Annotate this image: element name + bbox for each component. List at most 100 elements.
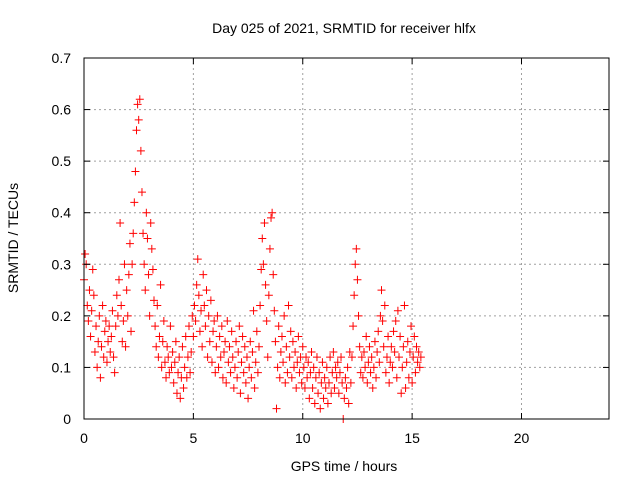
data-point [345,347,354,356]
data-point [165,368,174,377]
data-point [85,286,94,295]
data-point [269,270,278,279]
data-point [368,384,377,393]
data-point [353,275,362,284]
data-point [111,322,120,331]
data-point [95,311,104,320]
data-point [132,126,141,135]
data-point [325,378,333,387]
data-point [195,327,204,336]
data-point [273,363,282,372]
y-tick-label: 0.4 [52,205,72,221]
data-point [194,291,203,300]
data-point [367,353,376,362]
data-point [270,306,279,315]
x-tick-label: 0 [80,430,88,446]
data-point [216,353,225,362]
data-point [222,378,231,387]
data-point [349,322,358,331]
data-point [294,332,303,341]
data-point [206,296,215,305]
data-point [172,389,181,398]
y-tick-label: 0 [63,411,71,427]
data-point [320,373,329,382]
data-point [401,384,410,393]
data-point [347,353,356,362]
data-point [158,337,167,346]
data-point [291,347,300,356]
data-point [327,389,336,398]
data-point [130,198,139,207]
data-point [191,317,200,326]
data-point [363,378,372,387]
data-point [393,306,402,315]
data-point [346,378,355,387]
data-point [140,260,149,269]
data-point [125,239,134,248]
data-point [374,327,383,336]
data-point [88,265,97,274]
data-point [94,337,103,346]
data-point [210,317,219,326]
data-point [238,332,247,341]
data-point [391,317,400,326]
data-point [146,219,155,228]
data-point [183,353,192,362]
data-point [128,260,137,269]
tick-labels-layer: 0 0.1 0.2 0.3 0.4 0.5 0.6 0.7 0 5 10 15 20 [52,50,530,446]
data-point [258,234,267,243]
data-point [277,332,286,341]
data-point [237,358,246,367]
data-point [159,317,168,326]
data-point [203,353,212,362]
y-tick-label: 0.6 [52,102,72,118]
data-point [185,322,193,331]
data-point [236,389,245,398]
data-point [188,311,197,320]
data-point [215,332,224,341]
data-point [334,389,343,398]
data-point [381,368,390,377]
data-point [104,337,113,346]
data-point [396,332,405,341]
data-point [304,358,313,367]
data-point [271,337,280,346]
data-point [255,342,263,351]
data-point [338,378,347,387]
data-point [209,327,218,336]
data-point [370,337,379,346]
data-point [337,353,346,362]
data-point [312,353,321,362]
data-point [93,363,102,372]
data-point [224,358,233,367]
data-point [151,322,160,331]
data-point [315,368,324,377]
data-point [290,363,298,372]
data-point [372,373,381,382]
data-point [330,384,339,393]
data-point [408,378,417,387]
data-point [150,296,158,305]
data-point [256,301,265,310]
data-point [251,358,260,367]
data-point [133,100,142,109]
data-point [326,353,335,362]
data-point [386,358,395,367]
data-point [127,327,136,336]
data-point [164,353,173,362]
data-point [211,368,220,377]
y-tick-label: 0.1 [52,359,72,375]
data-point [267,213,276,222]
data-point [385,378,394,387]
data-point [200,301,209,310]
data-point [167,363,176,372]
data-point [135,95,144,104]
data-point [179,384,188,393]
data-point [241,378,250,387]
data-point [384,332,393,341]
data-point [225,342,234,351]
data-point [147,244,156,253]
data-point [152,342,161,351]
data-point [129,229,138,238]
